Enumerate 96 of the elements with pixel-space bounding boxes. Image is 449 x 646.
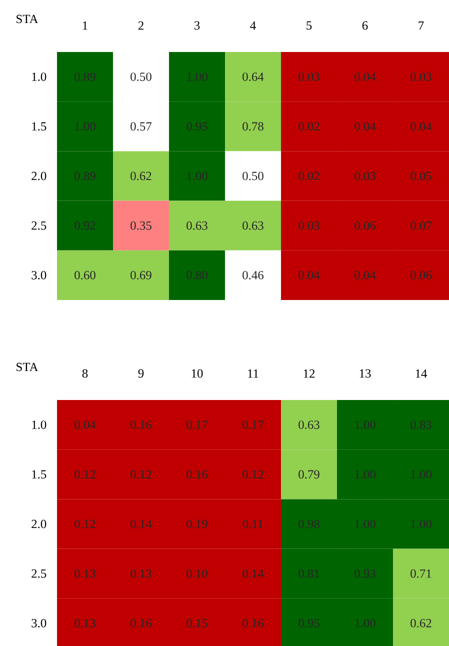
data-label: 0.12	[130, 470, 152, 479]
data-label: 0.81	[298, 569, 320, 578]
data-label: 0.35	[130, 221, 152, 230]
data-label: 0.07	[410, 221, 432, 230]
data-label: 0.03	[298, 221, 320, 230]
data-label: 0.12	[74, 470, 96, 479]
y-tick-label: 2.5	[32, 569, 46, 578]
x-tick-label: 5	[306, 21, 312, 30]
data-label: 0.50	[130, 72, 152, 82]
data-label: 0.06	[354, 221, 376, 230]
data-label: 0.03	[410, 72, 432, 82]
data-label: 0.57	[130, 122, 152, 131]
x-tick-label: 13	[360, 369, 371, 378]
data-label: 0.50	[242, 172, 264, 180]
data-label: 0.02	[298, 172, 320, 180]
data-label: 0.14	[130, 520, 152, 528]
data-label: 0.62	[410, 618, 432, 628]
data-label: 1.00	[355, 520, 376, 528]
y-tick-label: 2.0	[32, 172, 46, 180]
y-axis-title: STA	[16, 14, 38, 24]
data-label: 0.63	[186, 221, 208, 230]
data-label: 0.14	[242, 569, 264, 578]
data-label: 1.00	[355, 618, 376, 628]
data-label: 1.00	[75, 122, 96, 131]
x-tick-label: 8	[82, 369, 88, 378]
data-label: 0.63	[298, 420, 320, 430]
x-tick-label: 7	[418, 21, 424, 30]
data-label: 0.93	[354, 569, 376, 578]
y-tick-label: 1.0	[32, 420, 46, 430]
y-tick-label: 1.5	[32, 470, 46, 479]
x-tick-label: 4	[250, 21, 256, 30]
data-label: 0.04	[410, 122, 432, 131]
data-label: 0.95	[298, 618, 320, 628]
data-label: 0.16	[242, 618, 264, 628]
data-label: 1.00	[355, 420, 376, 430]
data-label: 0.92	[74, 221, 96, 230]
data-label: 0.98	[298, 520, 320, 528]
data-label: 0.62	[130, 172, 152, 180]
data-label: 0.89	[74, 72, 96, 82]
y-tick-label: 3.0	[32, 270, 46, 280]
data-label: 0.02	[298, 122, 320, 131]
data-label: 0.80	[186, 270, 208, 280]
data-label: 0.17	[242, 420, 264, 430]
y-tick-label: 1.0	[32, 72, 46, 82]
data-label: 0.63	[242, 221, 264, 230]
data-label: 0.12	[74, 520, 96, 528]
data-label: 0.04	[298, 270, 320, 280]
x-tick-label: 12	[304, 369, 315, 378]
data-label: 0.04	[354, 122, 376, 131]
x-tick-label: 9	[138, 369, 144, 378]
data-label: 0.69	[130, 270, 152, 280]
y-axis-title: STA	[16, 362, 38, 372]
y-tick-label: 2.5	[32, 221, 46, 230]
y-tick-label: 1.5	[32, 122, 46, 131]
data-label: 0.04	[354, 270, 376, 280]
data-label: 0.16	[186, 470, 208, 479]
data-label: 0.15	[186, 618, 208, 628]
x-tick-label: 14	[416, 369, 428, 378]
data-label: 0.89	[74, 172, 96, 180]
x-tick-label: 2	[138, 21, 144, 30]
data-label: 0.03	[298, 72, 320, 82]
data-label: 0.46	[242, 270, 264, 280]
data-label: 0.78	[242, 122, 264, 131]
data-label: 1.00	[411, 520, 432, 528]
data-label: 0.16	[130, 618, 152, 628]
x-tick-label: 3	[194, 21, 200, 30]
y-tick-label: 2.0	[32, 520, 46, 528]
data-label: 0.60	[74, 270, 96, 280]
data-label: 1.00	[355, 470, 376, 479]
data-label: 0.16	[130, 420, 152, 430]
data-label: 0.03	[354, 172, 376, 180]
data-label: 0.11	[242, 520, 263, 528]
x-tick-label: 11	[248, 369, 258, 378]
data-label: 0.19	[186, 520, 208, 528]
y-tick-label: 3.0	[32, 618, 46, 628]
data-label: 0.04	[354, 72, 376, 82]
data-label: 0.95	[186, 122, 208, 131]
data-label: 1.00	[187, 72, 208, 82]
data-label: 1.00	[411, 470, 432, 479]
data-label: 0.17	[186, 420, 208, 430]
data-label: 0.79	[298, 470, 320, 479]
data-label: 0.13	[74, 618, 96, 628]
data-label: 0.83	[410, 420, 432, 430]
data-label: 0.06	[410, 270, 432, 280]
data-label: 0.04	[74, 420, 96, 430]
data-label: 0.64	[242, 72, 264, 82]
data-label: 0.12	[242, 470, 264, 479]
x-tick-label: 6	[362, 21, 368, 30]
data-label: 1.00	[187, 172, 208, 180]
data-label: 0.10	[186, 569, 208, 578]
data-label: 0.13	[130, 569, 152, 578]
x-tick-label: 1	[82, 21, 88, 30]
x-tick-label: 10	[192, 369, 203, 378]
data-label: 0.13	[74, 569, 96, 578]
data-label: 0.71	[410, 569, 432, 578]
data-label: 0.05	[410, 172, 432, 180]
